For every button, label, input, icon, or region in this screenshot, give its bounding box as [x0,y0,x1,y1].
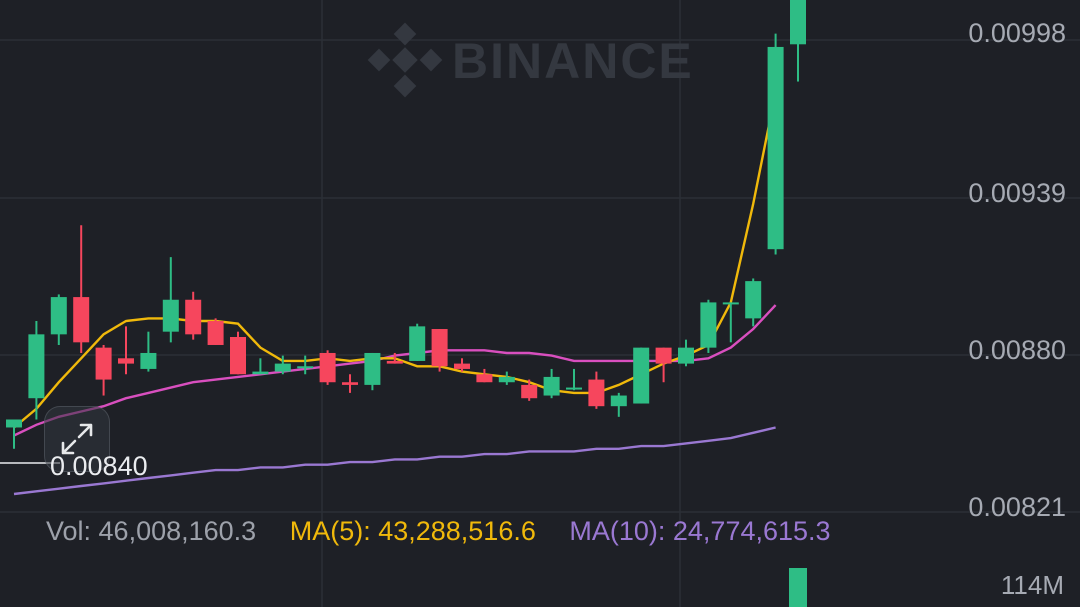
candle [476,368,493,383]
candle-body [252,371,269,375]
candle [95,344,112,396]
volume-value: Vol: 46,008,160.3 [46,516,257,546]
candle [252,358,269,375]
candle [274,355,291,375]
candle [543,368,560,399]
candle [230,331,246,375]
candle [790,0,806,82]
candle-body [543,376,560,396]
watermark-text: BINANCE [452,33,694,89]
candle [50,294,67,345]
candle [118,326,134,375]
last-price-label: 0.00840 [50,451,148,481]
volume-ma10-value: MA(10): 24,774,615.3 [569,516,831,546]
candle [342,374,358,393]
candle-body [409,326,426,361]
candle-body [230,337,246,375]
ma-fast-line [13,91,777,429]
expand-chart-button[interactable] [44,406,110,472]
price-label: 0.00939 [968,178,1066,208]
candle [185,291,202,340]
ma-mid-line [13,304,777,437]
candle-body [342,382,358,385]
price-label: 0.00880 [968,335,1066,365]
volume-bar [789,568,807,607]
candle [73,225,90,353]
volume-ma5-value: MA(5): 43,288,516.6 [289,516,536,546]
candle-body [185,299,202,335]
candle-body [162,299,179,332]
candle-body [319,352,336,383]
candle [767,33,784,255]
expand-arrows-icon [61,423,93,455]
price-label: 0.00821 [968,492,1066,522]
candle-body [50,297,67,335]
candle [140,331,157,372]
candle-body [28,334,45,399]
candle [207,318,224,345]
ma-slow-line [13,426,776,496]
candle [431,329,448,372]
candle [498,371,515,385]
candle-body [700,302,717,348]
candle [633,347,650,404]
candle-body [207,321,224,345]
candle-body [610,395,627,407]
candle-body [431,329,448,367]
candle-body [521,384,538,399]
candle-body [476,374,493,383]
candle-body [386,360,403,364]
price-label: 0.00998 [968,18,1066,48]
candle [655,347,672,383]
candle-body [566,387,582,390]
candle-body [722,302,739,305]
volume-scale-label: 114M [1000,570,1064,600]
candles [0,0,806,464]
candle-body [790,0,806,45]
volume-info-row: Vol: 46,008,160.3 MA(5): 43,288,516.6 MA… [46,516,857,547]
candle [454,358,470,372]
candle-body [454,363,470,369]
candle [610,392,627,417]
candle [162,257,179,343]
candle [700,299,717,353]
candle-body [745,281,762,319]
candle-body [678,347,694,364]
candle-body [140,352,157,369]
candle-body [6,419,22,428]
candle-body [655,347,672,364]
candle-body [118,358,134,364]
candle [297,355,314,375]
price-axis: 0.00998 0.00939 0.00880 0.00821 [968,18,1066,522]
candle [722,302,739,343]
candle [588,371,605,409]
candle [386,352,403,364]
candle-body [95,347,112,380]
candle [6,419,22,449]
candle [28,321,45,420]
candle-body [73,297,90,343]
candle-body [297,366,314,369]
candle [319,350,336,385]
moving-average-lines [13,91,777,496]
candle-body [633,347,650,404]
candle-body [767,46,784,250]
candle [409,323,426,361]
candle-body [588,379,605,407]
candle [364,352,381,391]
candle-body [274,363,291,372]
candle [566,368,582,391]
candle-body [364,352,381,385]
candle [678,339,694,367]
candle [745,278,762,327]
candle [521,379,538,401]
binance-watermark: BINANCE [367,22,694,98]
volume-bars [789,568,807,607]
candle-body [498,376,515,383]
binance-logo-icon [367,22,443,98]
